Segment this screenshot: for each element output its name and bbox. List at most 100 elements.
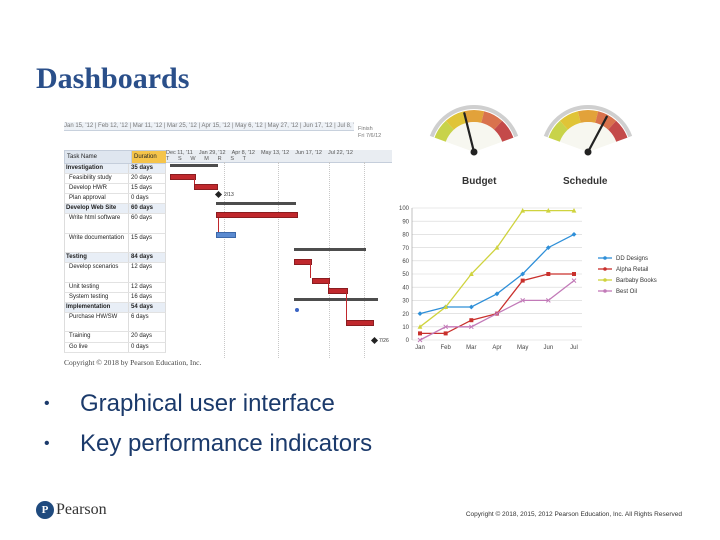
timeline-days: T S W M R S T [166, 156, 250, 162]
task-row[interactable]: Purchase HW/SW 6 days [64, 313, 166, 333]
task-duration-cell[interactable]: 54 days [131, 303, 154, 310]
data-point [443, 304, 449, 309]
task-bar-feasibility[interactable] [170, 174, 196, 180]
task-row[interactable]: Investigation 35 days [64, 164, 166, 175]
task-bar-training[interactable] [346, 320, 374, 326]
gauge-face [445, 122, 503, 152]
task-duration-cell[interactable]: 15 days [131, 234, 153, 241]
task-duration-cell[interactable]: 6 days [131, 314, 149, 321]
task-marker-purchase[interactable] [295, 308, 299, 312]
timeline-week-label: Jul 22, '12 [327, 150, 353, 156]
gauge-band [463, 110, 485, 123]
task-row[interactable]: Unit testing 12 days [64, 282, 166, 293]
summary-bar-develop-web-site[interactable] [216, 202, 296, 205]
task-row[interactable]: Write html software 60 days [64, 214, 166, 234]
data-point [494, 245, 500, 250]
summary-bar-testing[interactable] [294, 248, 366, 251]
task-row[interactable]: Develop Web Site 60 days [64, 204, 166, 215]
gauge-hub [584, 148, 592, 156]
task-row[interactable]: Implementation 54 days [64, 302, 166, 314]
task-duration-cell[interactable]: 35 days [131, 165, 154, 171]
task-name-cell[interactable]: Develop Web Site [65, 204, 129, 214]
data-point [494, 311, 500, 316]
task-bar-develop-hwr[interactable] [194, 184, 218, 190]
task-row[interactable]: Go live 0 days [64, 342, 166, 353]
task-name-cell[interactable]: Plan approval [65, 194, 129, 204]
figure-copyright: Copyright © 2018 by Pearson Education, I… [64, 358, 202, 367]
kpi-line-chart: 0 10 20 30 40 50 60 70 80 90 100 Jan Feb Mar Apr May Jun… [399, 206, 657, 351]
task-duration-cell[interactable]: 0 days [131, 195, 149, 202]
bullet-text: Key performance indicators [80, 430, 373, 457]
summary-bar-implementation[interactable] [294, 298, 378, 301]
task-duration-cell[interactable]: 84 days [131, 254, 154, 261]
task-name-cell[interactable]: Purchase HW/SW [65, 313, 129, 332]
data-point [468, 304, 474, 310]
gridline [224, 162, 225, 358]
task-bar-write-html[interactable] [216, 212, 298, 218]
task-duration-cell[interactable]: 60 days [131, 205, 154, 212]
task-name-cell[interactable]: Write documentation [65, 233, 129, 253]
milestone-plan-approval[interactable] [214, 190, 223, 199]
legend-label: Alpha Retail [616, 267, 648, 273]
gridline [364, 162, 365, 358]
task-name-cell[interactable]: Develop HWR [65, 184, 129, 194]
task-bar-system-testing[interactable] [328, 288, 348, 294]
task-name-cell[interactable]: System testing [65, 292, 129, 302]
gantt-task-table: Task Name Duration Investigation 35 days F… [64, 150, 170, 353]
schedule-gauge-label: Schedule [563, 176, 608, 187]
task-duration-cell[interactable]: 20 days [131, 175, 153, 182]
task-name-cell[interactable]: Develop scenarios [65, 263, 129, 282]
data-point [520, 271, 526, 277]
task-row[interactable]: Feasibility study 20 days [64, 174, 166, 185]
timeline-week-label: Apr 8, '12 [231, 150, 255, 156]
task-name-cell[interactable]: Go live [65, 342, 129, 352]
pearson-logo-text: Pearson [56, 501, 107, 518]
task-row[interactable]: Develop scenarios 12 days [64, 263, 166, 283]
task-duration-cell[interactable]: 60 days [131, 215, 153, 222]
legend-marker [603, 267, 607, 271]
task-duration-cell[interactable]: 12 days [131, 264, 153, 271]
y-tick-label: 30 [402, 299, 409, 305]
task-duration-cell[interactable]: 20 days [131, 333, 153, 340]
budget-gauge [429, 105, 519, 156]
task-name-cell[interactable]: Training [65, 332, 129, 342]
legend-label: DD Designs [616, 256, 648, 262]
gantt-finish: Finish Fri 7/6/12 [358, 126, 381, 140]
task-name-cell[interactable]: Write html software [65, 214, 129, 233]
task-bar-unit-testing[interactable] [312, 278, 330, 284]
task-row[interactable]: Plan approval 0 days [64, 194, 166, 205]
summary-bar-investigation[interactable] [170, 164, 218, 167]
header-duration[interactable]: Duration [132, 151, 170, 163]
task-bar-develop-scenarios[interactable] [294, 259, 312, 265]
data-point [417, 337, 423, 343]
milestone-go-live[interactable] [370, 336, 379, 345]
task-name-cell[interactable]: Feasibility study [65, 174, 129, 184]
bullet-dot-icon: • [44, 395, 50, 412]
data-point [417, 311, 423, 316]
data-point [468, 271, 474, 276]
gauge-band [548, 120, 568, 142]
task-name-cell[interactable]: Implementation [65, 302, 129, 313]
task-name-cell[interactable]: Unit testing [65, 282, 129, 292]
task-row[interactable]: Training 20 days [64, 332, 166, 343]
data-point [417, 324, 423, 329]
task-bar-write-documentation[interactable] [216, 232, 236, 238]
task-row[interactable]: Develop HWR 15 days [64, 184, 166, 195]
dependency-link [194, 178, 195, 186]
task-duration-cell[interactable]: 0 days [131, 343, 149, 350]
task-row[interactable]: Write documentation 15 days [64, 233, 166, 254]
task-row[interactable]: System testing 16 days [64, 292, 166, 303]
task-duration-cell[interactable]: 15 days [131, 185, 153, 192]
task-duration-cell[interactable]: 12 days [131, 283, 153, 290]
x-tick-label: Jul [570, 345, 578, 351]
task-name-cell[interactable]: Investigation [65, 164, 129, 174]
gantt-bars: 2/13 7/26 [166, 162, 392, 358]
gantt-top-timeline: Jan 15, '12 | Feb 12, '12 | Mar 11, '12 … [64, 122, 354, 131]
task-name-cell[interactable]: Testing [65, 253, 129, 263]
y-tick-label: 60 [402, 259, 409, 265]
task-row[interactable]: Testing 84 days [64, 253, 166, 264]
header-task-name[interactable]: Task Name [65, 151, 132, 163]
data-point [571, 278, 577, 283]
gauge-band [445, 111, 467, 130]
task-duration-cell[interactable]: 16 days [131, 293, 153, 300]
